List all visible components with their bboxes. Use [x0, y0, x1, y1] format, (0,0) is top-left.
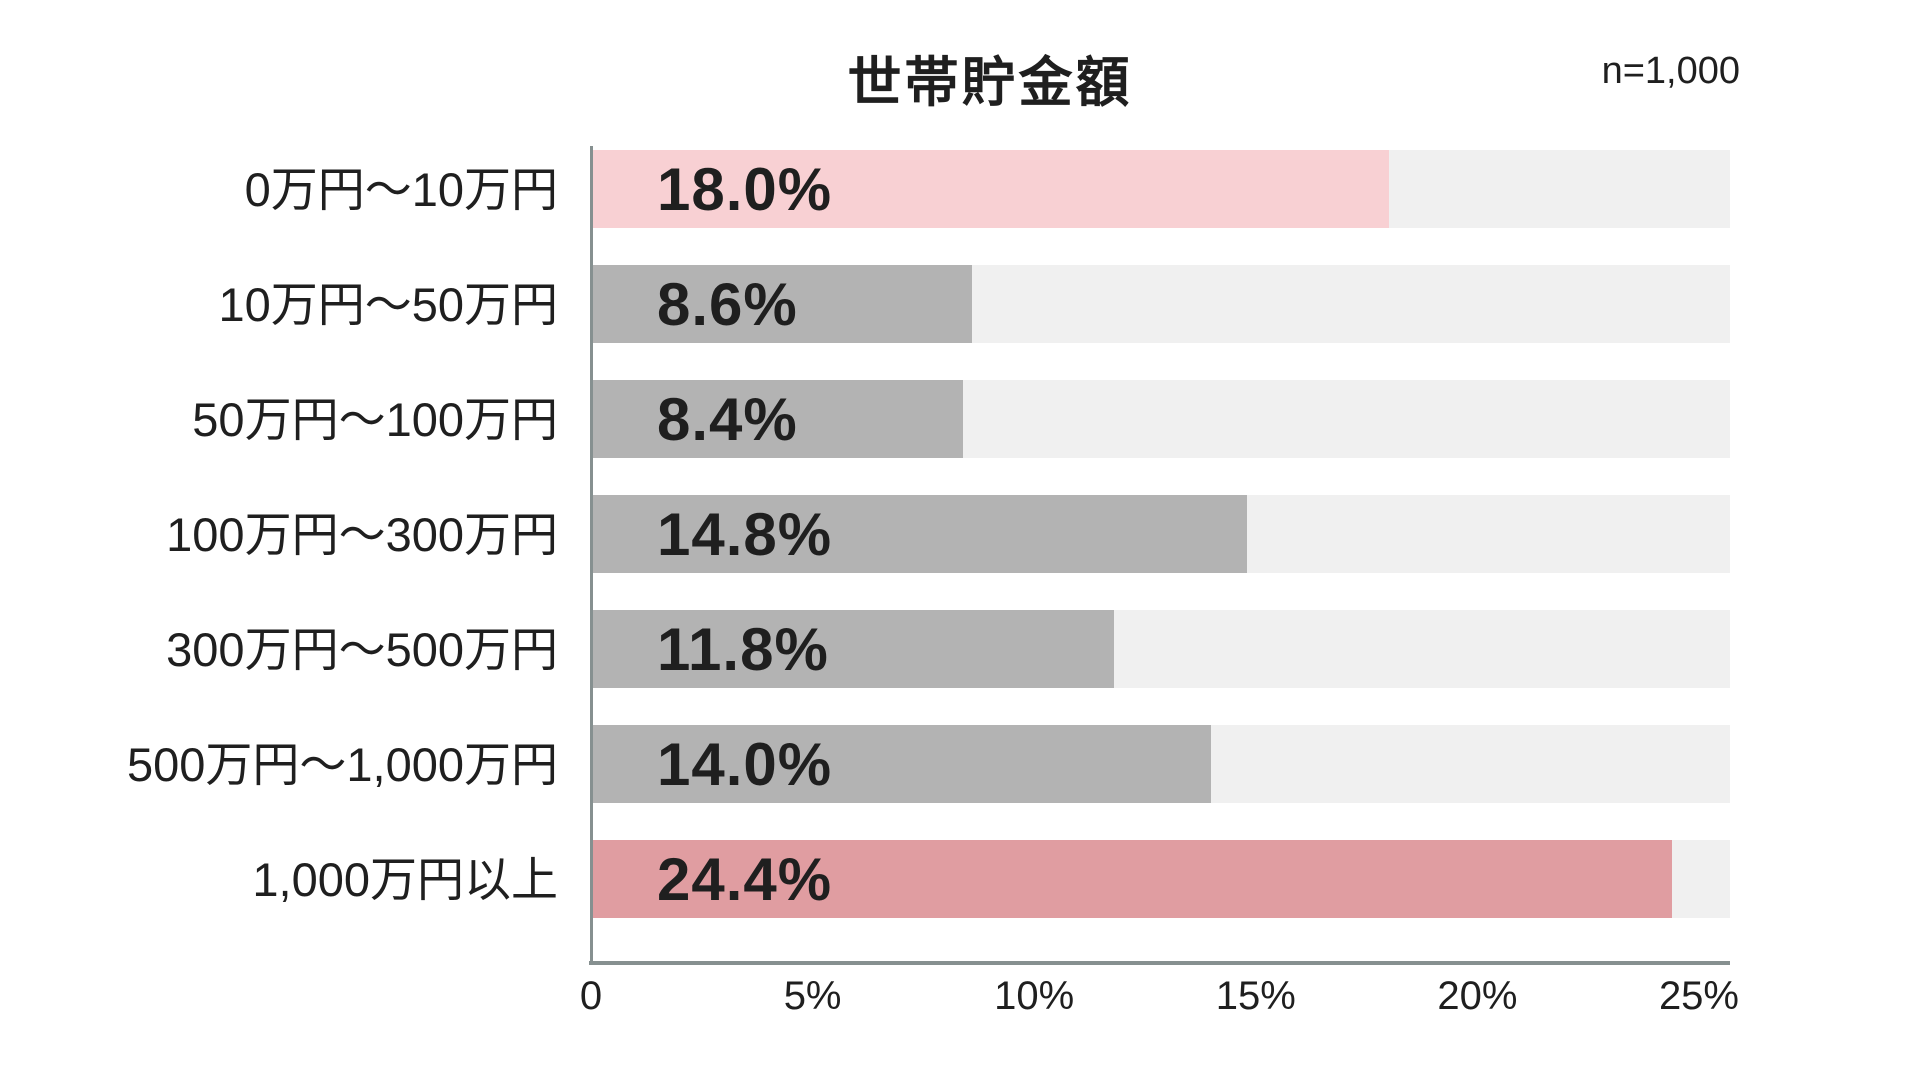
sample-size-label: n=1,000	[1601, 50, 1740, 92]
bar: 24.4%	[591, 840, 1673, 918]
category-label: 100万円～300万円	[166, 508, 558, 561]
x-tick-label: 5%	[783, 974, 842, 1018]
bar-track: 24.4%	[591, 840, 1730, 918]
category-label: 50万円～100万円	[192, 393, 558, 446]
bar-value-label: 11.8%	[657, 615, 829, 683]
category-label: 500万円～1,000万円	[126, 738, 558, 791]
bar-value-label: 8.4%	[657, 385, 798, 453]
bar-row: 10万円～50万円 8.6%	[0, 265, 1920, 343]
bar: 11.8%	[591, 610, 1114, 688]
bar-value-label: 18.0%	[657, 155, 833, 223]
bar-row: 1,000万円以上 24.4%	[0, 840, 1920, 918]
x-tick-label: 15%	[1215, 974, 1296, 1018]
x-tick-label: 10%	[994, 974, 1075, 1018]
category-label: 10万円～50万円	[218, 278, 558, 331]
bar-value-label: 14.8%	[657, 500, 833, 568]
bar-value-label: 24.4%	[657, 845, 833, 913]
bar: 14.0%	[591, 725, 1212, 803]
chart-title: 世帯貯金額	[847, 53, 1133, 113]
y-axis-line	[590, 146, 593, 965]
bar-track: 11.8%	[591, 610, 1730, 688]
x-axis-ticks: 0 5% 10% 15% 20% 25%	[0, 974, 1920, 1034]
bar-row: 0万円～10万円 18.0%	[0, 150, 1920, 228]
bar-value-label: 8.6%	[657, 270, 798, 338]
bar-row: 300万円～500万円 11.8%	[0, 610, 1920, 688]
x-tick-label: 0	[579, 974, 603, 1018]
category-label: 300万円～500万円	[166, 623, 558, 676]
bar-track: 8.4%	[591, 380, 1730, 458]
x-tick-label: 20%	[1437, 974, 1518, 1018]
x-axis-line	[589, 961, 1730, 965]
bar: 8.4%	[591, 380, 964, 458]
category-label: 0万円～10万円	[244, 163, 558, 216]
bar-track: 8.6%	[591, 265, 1730, 343]
bar-row: 100万円～300万円 14.8%	[0, 495, 1920, 573]
bar: 8.6%	[591, 265, 973, 343]
bar-track: 18.0%	[591, 150, 1730, 228]
bar-row: 500万円～1,000万円 14.0%	[0, 725, 1920, 803]
bar-rows: 0万円～10万円 18.0% 10万円～50万円 8.6% 50万円～100万円…	[0, 150, 1920, 918]
x-tick-label: 25%	[1658, 974, 1739, 1018]
bar: 18.0%	[591, 150, 1389, 228]
bar: 14.8%	[591, 495, 1247, 573]
bar-value-label: 14.0%	[657, 730, 833, 798]
bar-track: 14.8%	[591, 495, 1730, 573]
bar-track: 14.0%	[591, 725, 1730, 803]
category-label: 1,000万円以上	[252, 853, 558, 906]
bar-row: 50万円～100万円 8.4%	[0, 380, 1920, 458]
